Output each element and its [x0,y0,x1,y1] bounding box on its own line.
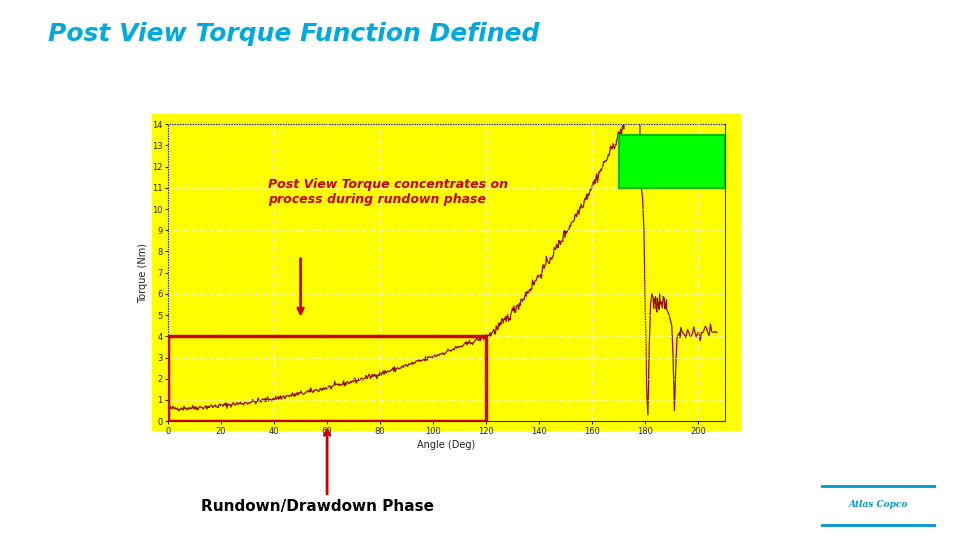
Text: Post View Torque concentrates on
process during rundown phase: Post View Torque concentrates on process… [268,178,508,206]
Bar [168,336,486,421]
X-axis label: Angle (Deg): Angle (Deg) [418,440,475,450]
Text: Rundown/Drawdown Phase: Rundown/Drawdown Phase [201,500,434,515]
Text: Post View Torque Function Defined: Post View Torque Function Defined [48,22,540,45]
Text: Atlas Copco: Atlas Copco [849,501,908,509]
Bar [619,135,725,188]
Y-axis label: Torque (Nm): Torque (Nm) [137,242,148,303]
